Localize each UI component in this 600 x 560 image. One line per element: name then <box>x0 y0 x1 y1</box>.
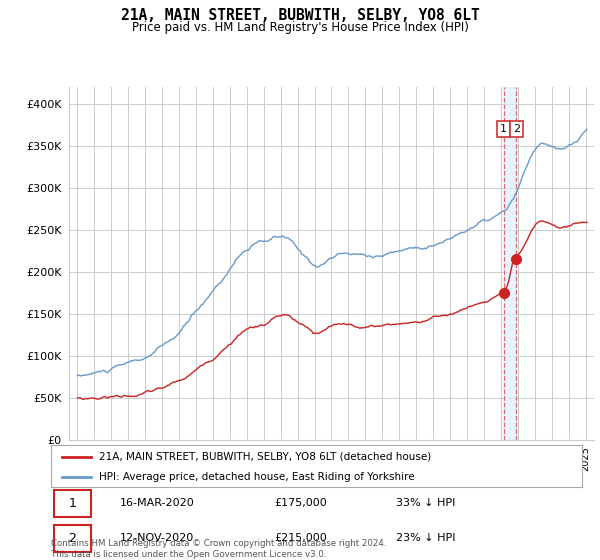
Text: HPI: Average price, detached house, East Riding of Yorkshire: HPI: Average price, detached house, East… <box>99 472 415 482</box>
FancyBboxPatch shape <box>53 490 91 516</box>
Text: 16-MAR-2020: 16-MAR-2020 <box>120 498 195 508</box>
Text: 23% ↓ HPI: 23% ↓ HPI <box>396 533 455 543</box>
Text: £215,000: £215,000 <box>274 533 327 543</box>
Text: Contains HM Land Registry data © Crown copyright and database right 2024.
This d: Contains HM Land Registry data © Crown c… <box>51 539 386 559</box>
Text: £175,000: £175,000 <box>274 498 327 508</box>
Text: 1: 1 <box>68 497 76 510</box>
Text: 21A, MAIN STREET, BUBWITH, SELBY, YO8 6LT (detached house): 21A, MAIN STREET, BUBWITH, SELBY, YO8 6L… <box>99 452 431 462</box>
Bar <box>505 87 516 440</box>
Text: Price paid vs. HM Land Registry's House Price Index (HPI): Price paid vs. HM Land Registry's House … <box>131 21 469 34</box>
Text: 2: 2 <box>68 532 76 545</box>
Text: 33% ↓ HPI: 33% ↓ HPI <box>396 498 455 508</box>
Text: 1: 1 <box>500 124 507 134</box>
FancyBboxPatch shape <box>53 525 91 552</box>
Text: 12-NOV-2020: 12-NOV-2020 <box>120 533 194 543</box>
Text: 2: 2 <box>513 124 520 134</box>
Text: 21A, MAIN STREET, BUBWITH, SELBY, YO8 6LT: 21A, MAIN STREET, BUBWITH, SELBY, YO8 6L… <box>121 8 479 24</box>
